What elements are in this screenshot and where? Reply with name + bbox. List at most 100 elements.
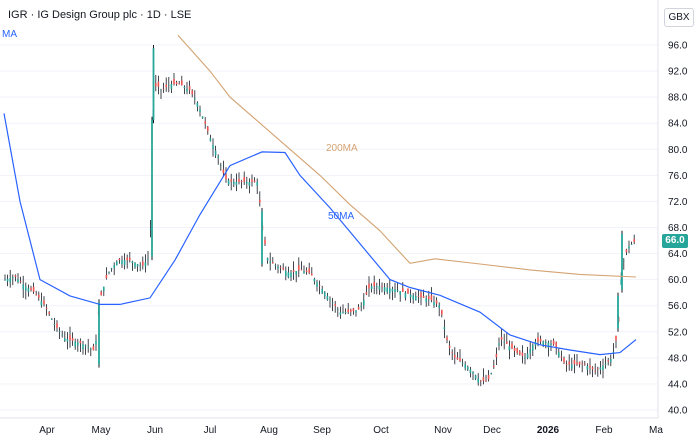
price-bar-body bbox=[79, 340, 82, 344]
price-bar-body bbox=[412, 295, 414, 300]
price-bar-body bbox=[95, 340, 97, 345]
price-bar-body bbox=[272, 262, 274, 264]
price-tick-label: 76.0 bbox=[668, 171, 688, 182]
price-bars bbox=[4, 45, 635, 387]
price-tick-label: 44.0 bbox=[668, 379, 688, 390]
price-bar-body bbox=[308, 268, 310, 273]
price-tick-label: 40.0 bbox=[668, 406, 688, 417]
price-bar-body bbox=[404, 292, 407, 298]
price-bar-body bbox=[92, 346, 95, 351]
price-bar-body bbox=[615, 335, 617, 341]
price-bar-body bbox=[391, 288, 394, 292]
price-bar-body bbox=[625, 249, 628, 253]
price-bar-body bbox=[547, 342, 550, 348]
price-bar-body bbox=[66, 339, 69, 342]
price-bar-body bbox=[227, 180, 230, 185]
price-bar-body bbox=[441, 309, 443, 315]
price-bar-body bbox=[212, 144, 214, 149]
price-bar-body bbox=[438, 305, 440, 308]
price-bar-body bbox=[300, 269, 303, 271]
price-bar-body bbox=[321, 289, 323, 294]
price-bar-body bbox=[446, 337, 448, 340]
price-bar-body bbox=[188, 86, 191, 91]
price-bar-body bbox=[316, 282, 318, 287]
month-tick-label: Nov bbox=[434, 425, 452, 436]
price-tick-label: 56.0 bbox=[668, 301, 688, 312]
price-bar-body bbox=[214, 150, 217, 156]
price-bar-body bbox=[537, 337, 539, 342]
price-bar-body bbox=[433, 301, 435, 306]
price-bar-body bbox=[142, 261, 144, 266]
price-bar-body bbox=[290, 272, 292, 278]
price-axis[interactable]: 96.0 92.0 88.0 84.0 80.0 76.0 72.0 68.0 64.0 60.0… bbox=[668, 41, 688, 417]
time-axis[interactable]: Apr May Jun Jul Aug Sep Oct Nov Dec 2026 Feb Ma bbox=[39, 425, 663, 436]
price-bar-body bbox=[318, 285, 321, 287]
price-bar-body bbox=[621, 234, 623, 290]
price-bar-body bbox=[461, 362, 464, 364]
price-bar-body bbox=[376, 286, 378, 288]
ma50-label: 50MA bbox=[328, 211, 355, 222]
price-bar-body bbox=[121, 260, 123, 265]
price-bar-body bbox=[485, 380, 487, 382]
price-bar-body bbox=[633, 239, 635, 243]
price-bar-body bbox=[415, 296, 417, 301]
price-bar-body bbox=[526, 353, 529, 358]
price-bar-body bbox=[474, 375, 477, 379]
price-bar-body bbox=[324, 292, 326, 297]
price-tick-label: 68.0 bbox=[668, 223, 688, 234]
month-tick-label: Dec bbox=[483, 425, 501, 436]
price-bar-body bbox=[220, 164, 222, 166]
price-bar-body bbox=[207, 126, 209, 132]
price-bar-body bbox=[151, 119, 153, 257]
price-bar-body bbox=[14, 275, 17, 277]
price-bar-body bbox=[279, 267, 282, 269]
price-bar-body bbox=[428, 296, 430, 299]
price-bar-body bbox=[630, 244, 633, 245]
price-bar-body bbox=[542, 341, 544, 346]
price-bar-body bbox=[480, 380, 482, 382]
price-bar-body bbox=[368, 283, 370, 289]
price-tick-label: 88.0 bbox=[668, 93, 688, 104]
price-bar-body bbox=[550, 343, 552, 346]
price-bar-body bbox=[136, 264, 139, 267]
price-bar-body bbox=[74, 341, 76, 347]
price-bar-body bbox=[287, 272, 290, 278]
price-bar-body bbox=[6, 278, 9, 282]
price-bar-body bbox=[435, 300, 438, 304]
price-bar-body bbox=[344, 312, 347, 314]
price-bar-body bbox=[373, 281, 375, 287]
price-bar-body bbox=[129, 257, 131, 261]
price-bar-body bbox=[399, 291, 401, 295]
month-tick-label: Sep bbox=[313, 425, 331, 436]
price-bar-body bbox=[217, 156, 219, 159]
price-bar-body bbox=[61, 334, 63, 336]
price-bar-body bbox=[578, 361, 581, 365]
price-bar-body bbox=[472, 372, 474, 374]
price-bar-body bbox=[162, 88, 165, 90]
price-bar-body bbox=[27, 288, 30, 292]
price-bar-body bbox=[493, 365, 495, 368]
price-bar-body bbox=[402, 288, 404, 292]
price-bar-body bbox=[261, 211, 263, 264]
grid bbox=[0, 44, 658, 411]
price-tick-label: 80.0 bbox=[668, 145, 688, 156]
price-bar-body bbox=[350, 309, 352, 312]
price-bar-body bbox=[238, 178, 240, 182]
price-bar-body bbox=[337, 309, 339, 311]
price-bar-body bbox=[175, 82, 178, 85]
price-bar-body bbox=[303, 271, 305, 274]
price-bar-body bbox=[108, 271, 110, 273]
price-bar-body bbox=[360, 306, 362, 308]
price-bar-body bbox=[529, 349, 531, 354]
price-bar-body bbox=[186, 88, 188, 92]
price-bar-body bbox=[503, 341, 505, 343]
price-tick-label: 52.0 bbox=[668, 327, 688, 338]
price-bar-body bbox=[196, 102, 199, 108]
currency-button[interactable]: GBX bbox=[664, 8, 694, 27]
price-bar-body bbox=[118, 258, 121, 261]
price-bar-body bbox=[240, 180, 243, 182]
price-bar-body bbox=[194, 98, 196, 100]
price-bar-body bbox=[591, 367, 594, 370]
price-bar-body bbox=[394, 289, 396, 293]
